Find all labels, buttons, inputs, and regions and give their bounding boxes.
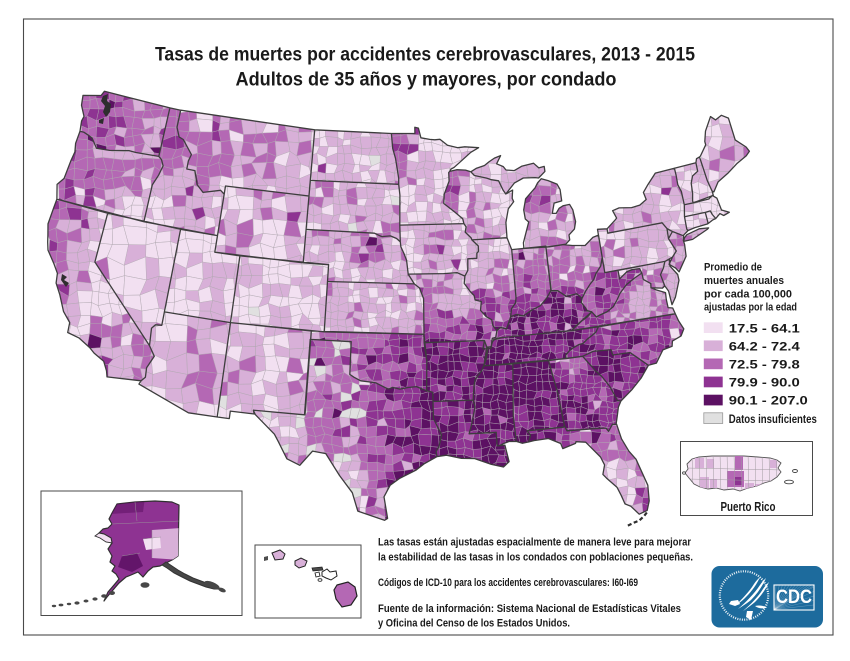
svg-text:Tasas de muertes por accidente: Tasas de muertes por accidentes cerebrov… (155, 45, 695, 66)
svg-text:Adultos de 35 años y mayores,: Adultos de 35 años y mayores, por condad… (236, 70, 617, 91)
svg-text:Códigos de ICD-10 para los acc: Códigos de ICD-10 para los accidentes ce… (378, 577, 638, 589)
svg-text:la estabilidad de las tasas in: la estabilidad de las tasas in los conda… (378, 552, 693, 564)
svg-text:CDC: CDC (776, 586, 812, 608)
svg-text:Datos insuficientes: Datos insuficientes (729, 412, 817, 426)
svg-text:79.9 - 90.0: 79.9 - 90.0 (729, 376, 801, 390)
svg-text:y Oficina del Censo de los Est: y Oficina del Censo de los Estados Unido… (378, 618, 570, 630)
svg-text:90.1 - 207.0: 90.1 - 207.0 (729, 394, 809, 408)
svg-text:17.5 - 64.1: 17.5 - 64.1 (729, 321, 801, 335)
svg-text:64.2 - 72.4: 64.2 - 72.4 (729, 339, 801, 353)
svg-text:72.5 - 79.8: 72.5 - 79.8 (729, 358, 801, 372)
svg-text:Promedio de: Promedio de (704, 262, 762, 274)
svg-text:Fuente de la información: Sist: Fuente de la información: Sistema Nacion… (378, 603, 681, 615)
svg-text:ajustadas por la edad: ajustadas por la edad (704, 302, 797, 314)
svg-text:muertes anuales: muertes anuales (704, 275, 784, 287)
svg-text:por cada 100,000: por cada 100,000 (704, 288, 792, 300)
svg-text:Las tasas están ajustadas espa: Las tasas están ajustadas espacialmente … (378, 537, 692, 549)
svg-text:Puerto Rico: Puerto Rico (721, 499, 776, 514)
